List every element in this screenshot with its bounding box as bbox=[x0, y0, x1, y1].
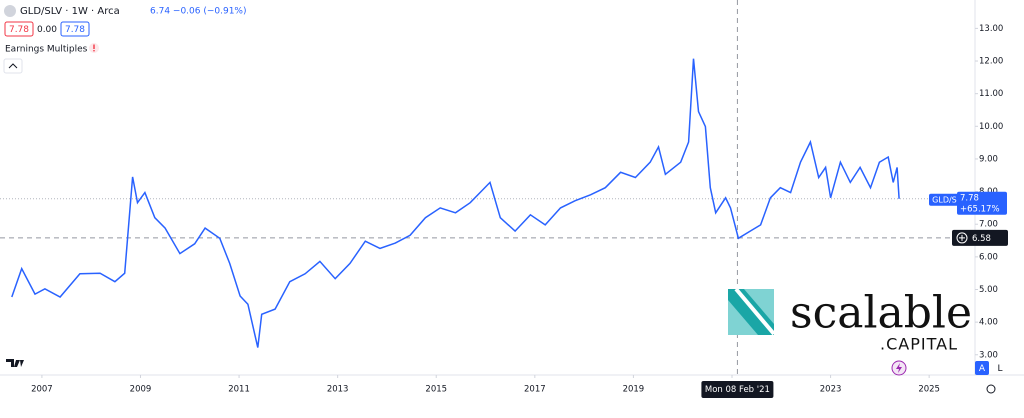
warning-dot bbox=[93, 50, 95, 52]
indicator-name: Earnings Multiples bbox=[5, 45, 88, 55]
y-tick-label: 12.00 bbox=[979, 57, 1003, 67]
sell-price: 7.78 bbox=[9, 25, 29, 35]
auto-button[interactable] bbox=[975, 361, 989, 375]
last-value-badge bbox=[957, 191, 1007, 215]
crosshair-y-badge bbox=[952, 229, 1008, 246]
buy-price: 7.78 bbox=[65, 25, 85, 35]
y-tick-label: 5.00 bbox=[979, 285, 998, 295]
lightning-icon bbox=[896, 363, 902, 373]
y-tick-label: 3.00 bbox=[979, 350, 998, 360]
y-tick-label: 7.00 bbox=[979, 220, 998, 230]
watermark-logo bbox=[728, 287, 776, 336]
settings-icon[interactable] bbox=[986, 384, 996, 394]
watermark-sub: .CAPITAL bbox=[880, 335, 958, 354]
add-plus bbox=[959, 234, 965, 241]
collapse-button[interactable] bbox=[3, 58, 23, 74]
quote: 6.74 −0.06 (−0.91%) bbox=[150, 7, 247, 17]
spread: 0.00 bbox=[37, 25, 57, 35]
y-tick-label: 10.00 bbox=[979, 122, 1003, 132]
y-tick-label: 6.00 bbox=[979, 252, 998, 262]
y-tick-label: 9.00 bbox=[979, 154, 998, 164]
series-name: GLD/SLV bbox=[932, 195, 966, 204]
y-tick-label: 11.00 bbox=[979, 89, 1003, 99]
auto-label: A bbox=[979, 364, 986, 374]
price-line bbox=[11, 58, 900, 348]
x-tick-label: 2013 bbox=[327, 385, 349, 395]
watermark-brand: scalable bbox=[790, 288, 972, 339]
collapse-icon bbox=[8, 63, 18, 69]
sell-box[interactable] bbox=[4, 21, 34, 37]
logo-band bbox=[728, 289, 774, 335]
x-tick-label: 2015 bbox=[425, 385, 447, 395]
crosshair-x-badge bbox=[701, 381, 774, 398]
x-tick-label: 2007 bbox=[31, 385, 53, 395]
x-tick-label: 2023 bbox=[820, 385, 842, 395]
buy-box[interactable] bbox=[60, 21, 90, 37]
y-tick-label: 13.00 bbox=[979, 24, 1003, 34]
last-change: +65.17% bbox=[960, 204, 1000, 214]
y-tick-label: 4.00 bbox=[979, 318, 998, 328]
symbol-title: GLD/SLV · 1W · Arca bbox=[20, 6, 120, 17]
crosshair-y-label: 6.58 bbox=[972, 234, 991, 244]
x-tick-label: 2011 bbox=[228, 385, 250, 395]
x-tick-label: 2009 bbox=[130, 385, 152, 395]
add-icon bbox=[956, 232, 968, 244]
logo-slash bbox=[734, 287, 776, 336]
x-tick-label: 2017 bbox=[524, 385, 546, 395]
last-value: 7.78 bbox=[960, 193, 979, 203]
x-tick-label: 2025 bbox=[918, 385, 940, 395]
crosshair-x-label: Mon 08 Feb '21 bbox=[705, 385, 770, 395]
x-tick-label: 2019 bbox=[623, 385, 645, 395]
tv-logo bbox=[6, 359, 24, 367]
log-label[interactable]: L bbox=[997, 364, 1002, 374]
warning-mark bbox=[93, 44, 95, 49]
symbol-icon bbox=[4, 5, 16, 17]
